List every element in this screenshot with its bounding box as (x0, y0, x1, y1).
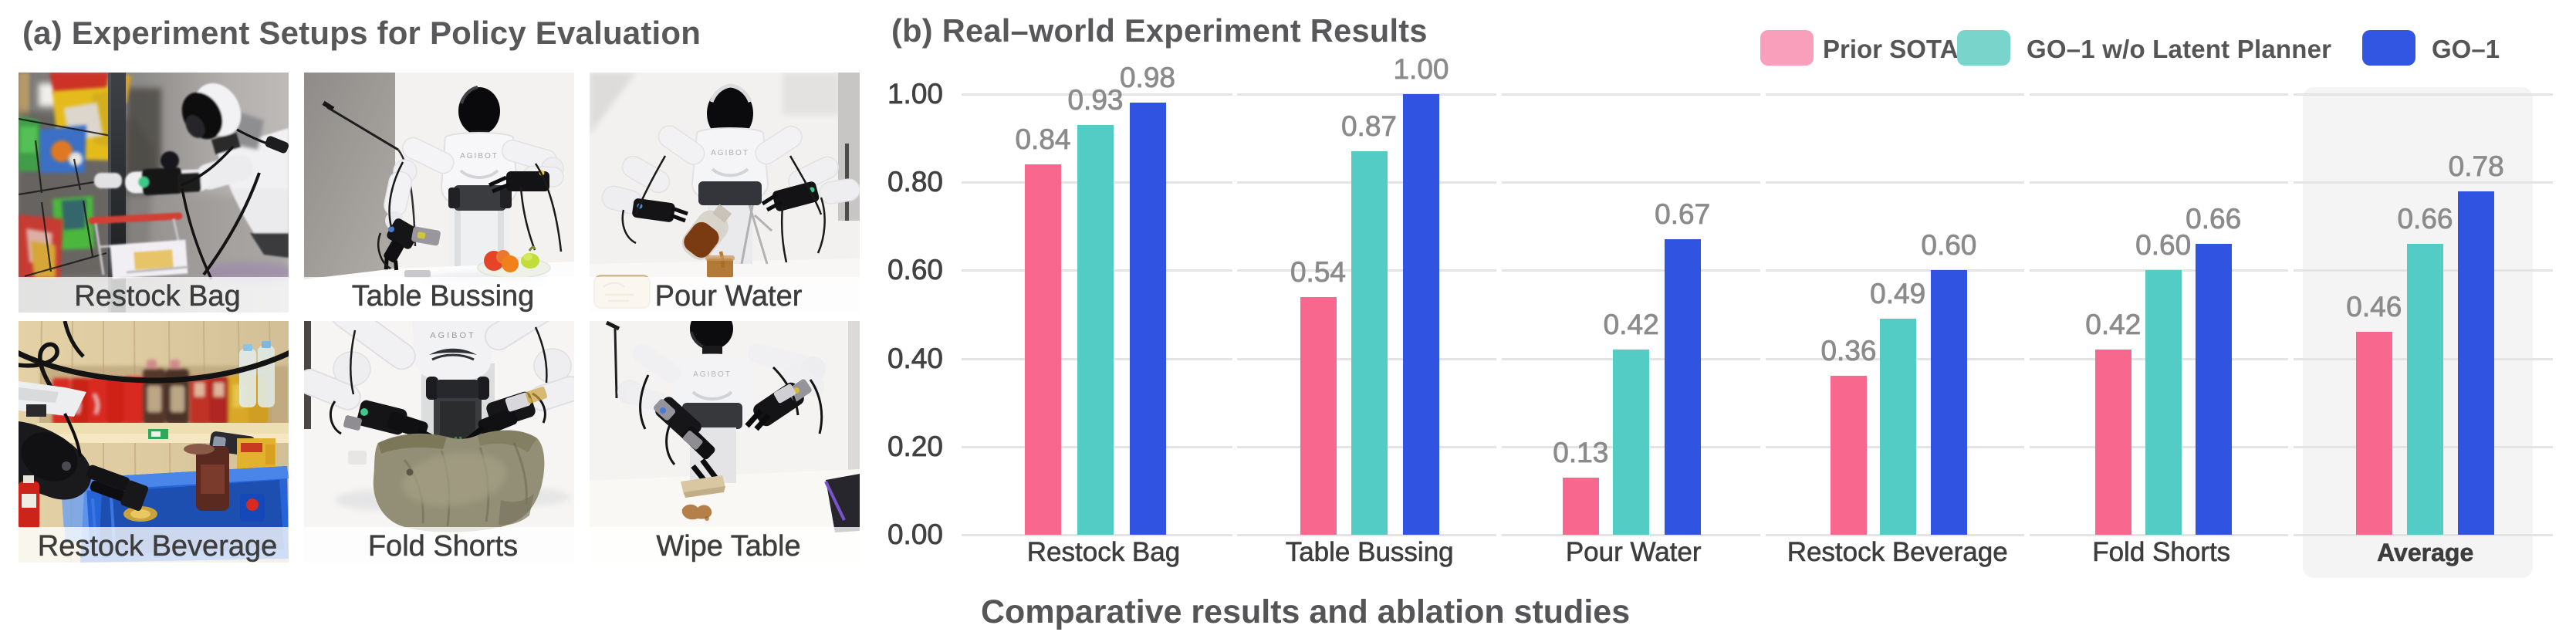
svg-text:AGIBOT: AGIBOT (430, 331, 476, 340)
svg-text:AGIBOT: AGIBOT (711, 149, 749, 157)
svg-text:AGIBOT: AGIBOT (460, 152, 499, 160)
svg-text:AGIBOT: AGIBOT (693, 370, 732, 379)
